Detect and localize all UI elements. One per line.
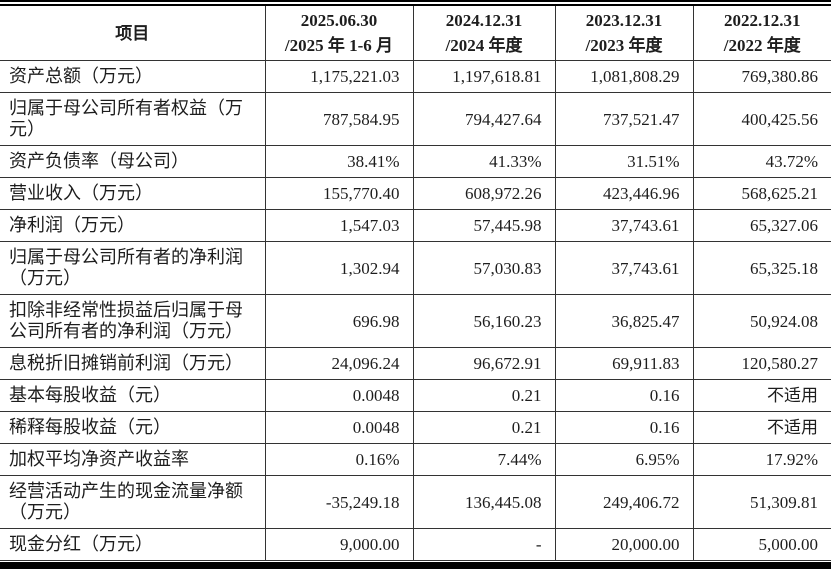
table-row: 现金分红（万元） 9,000.00 - 20,000.00 5,000.00 [0,528,831,561]
header-period-date: 2023.12.31 [585,11,663,30]
header-row: 项目 2025.06.30 /2025 年 1-6 月 2024.12.31 /… [0,6,831,61]
row-value: 0.16% [264,443,414,476]
table-bottom-thick-rule [0,562,831,569]
row-value: 0.0048 [264,379,414,412]
table-row: 营业收入（万元） 155,770.40 608,972.26 423,446.9… [0,177,831,210]
row-value: 17.92% [692,443,831,476]
row-value: 20,000.00 [554,528,694,561]
row-value: 50,924.08 [692,294,831,348]
row-value: 65,327.06 [692,209,831,242]
row-label: 稀释每股收益（元） [0,411,266,444]
row-value: 65,325.18 [692,241,831,295]
row-value: 56,160.23 [412,294,556,348]
header-period-date: 2025.06.30 [300,11,378,30]
row-value: 0.0048 [264,411,414,444]
row-label: 净利润（万元） [0,209,266,242]
table-row: 净利润（万元） 1,547.03 57,445.98 37,743.61 65,… [0,209,831,242]
row-value: 51,309.81 [692,475,831,529]
table-top-double-rule [0,0,831,6]
row-value: 400,425.56 [692,92,831,146]
row-value: 155,770.40 [264,177,414,210]
row-label: 归属于母公司所有者权益（万元） [0,92,266,146]
row-value: 1,175,221.03 [264,60,414,93]
table-row: 资产负债率（母公司） 38.41% 41.33% 31.51% 43.72% [0,145,831,178]
row-value: 96,672.91 [412,347,556,380]
row-label: 息税折旧摊销前利润（万元） [0,347,266,380]
row-value: 1,302.94 [264,241,414,295]
row-value: 608,972.26 [412,177,556,210]
header-period-date: 2024.12.31 [445,11,523,30]
row-value: 0.21 [412,411,556,444]
header-period-span: /2023 年度 [585,36,663,55]
header-period-span: /2022 年度 [723,36,801,55]
row-value: 41.33% [412,145,556,178]
row-value: 787,584.95 [264,92,414,146]
table-row: 基本每股收益（元） 0.0048 0.21 0.16 不适用 [0,379,831,412]
header-period-span: /2024 年度 [445,36,523,55]
header-period-2022: 2022.12.31 /2022 年度 [692,6,831,61]
table-row: 扣除非经常性损益后归属于母公司所有者的净利润（万元） 696.98 56,160… [0,294,831,348]
row-label: 现金分红（万元） [0,528,266,561]
row-value: 不适用 [692,379,831,412]
row-label: 扣除非经常性损益后归属于母公司所有者的净利润（万元） [0,294,266,348]
row-label: 经营活动产生的现金流量净额（万元） [0,475,266,529]
header-item-cell: 项目 [0,6,266,61]
row-value: 120,580.27 [692,347,831,380]
header-item-label: 项目 [115,23,150,43]
row-value: 769,380.86 [692,60,831,93]
row-value: 31.51% [554,145,694,178]
table-row: 经营活动产生的现金流量净额（万元） -35,249.18 136,445.08 … [0,475,831,529]
row-value: 43.72% [692,145,831,178]
table-row: 加权平均净资产收益率 0.16% 7.44% 6.95% 17.92% [0,443,831,476]
row-value: 1,081,808.29 [554,60,694,93]
row-value: -35,249.18 [264,475,414,529]
row-value: 37,743.61 [554,209,694,242]
row-value: 57,030.83 [412,241,556,295]
row-value: 5,000.00 [692,528,831,561]
row-value: 0.16 [554,379,694,412]
header-period-2024: 2024.12.31 /2024 年度 [412,6,556,61]
row-value: 7.44% [412,443,556,476]
table-row: 资产总额（万元） 1,175,221.03 1,197,618.81 1,081… [0,60,831,93]
row-value: 0.21 [412,379,556,412]
row-value: 6.95% [554,443,694,476]
table-header: 项目 2025.06.30 /2025 年 1-6 月 2024.12.31 /… [0,6,831,61]
row-value: 0.16 [554,411,694,444]
header-period-2023: 2023.12.31 /2023 年度 [554,6,694,61]
table-row: 稀释每股收益（元） 0.0048 0.21 0.16 不适用 [0,411,831,444]
row-label: 归属于母公司所有者的净利润（万元） [0,241,266,295]
row-value: 696.98 [264,294,414,348]
financial-summary-table: 项目 2025.06.30 /2025 年 1-6 月 2024.12.31 /… [0,6,831,561]
table-row: 归属于母公司所有者的净利润（万元） 1,302.94 57,030.83 37,… [0,241,831,295]
row-value: 9,000.00 [264,528,414,561]
row-value: 1,197,618.81 [412,60,556,93]
header-period-2025: 2025.06.30 /2025 年 1-6 月 [264,6,414,61]
row-label: 资产总额（万元） [0,60,266,93]
header-period-date: 2022.12.31 [724,11,801,30]
row-value: 57,445.98 [412,209,556,242]
row-value: 37,743.61 [554,241,694,295]
row-label: 资产负债率（母公司） [0,145,266,178]
header-period-span: /2025 年 1-6 月 [284,36,394,55]
row-value: 不适用 [692,411,831,444]
row-value: - [412,528,556,561]
row-value: 36,825.47 [554,294,694,348]
row-value: 38.41% [264,145,414,178]
row-value: 568,625.21 [692,177,831,210]
row-label: 基本每股收益（元） [0,379,266,412]
row-value: 24,096.24 [264,347,414,380]
row-value: 69,911.83 [554,347,694,380]
row-label: 加权平均净资产收益率 [0,443,266,476]
row-value: 1,547.03 [264,209,414,242]
row-value: 249,406.72 [554,475,694,529]
table-row: 归属于母公司所有者权益（万元） 787,584.95 794,427.64 73… [0,92,831,146]
row-label: 营业收入（万元） [0,177,266,210]
row-value: 737,521.47 [554,92,694,146]
table-body: 资产总额（万元） 1,175,221.03 1,197,618.81 1,081… [0,60,831,561]
row-value: 423,446.96 [554,177,694,210]
row-value: 794,427.64 [412,92,556,146]
table-row: 息税折旧摊销前利润（万元） 24,096.24 96,672.91 69,911… [0,347,831,380]
row-value: 136,445.08 [412,475,556,529]
